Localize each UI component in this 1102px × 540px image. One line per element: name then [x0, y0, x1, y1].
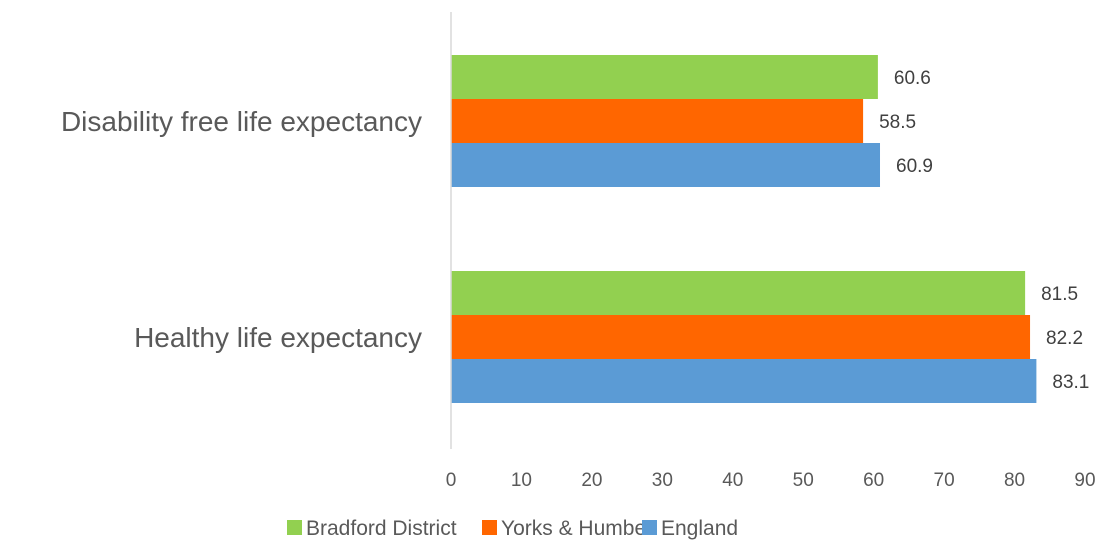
legend-swatch-england [642, 520, 657, 535]
bar-healthy-life-expectancy-bradford-district [451, 271, 1026, 315]
data-label-disability-free-life-expectancy-yorks-humber: 58.5 [879, 112, 916, 133]
x-tick-label-70: 70 [934, 470, 955, 491]
data-label-healthy-life-expectancy-england: 83.1 [1052, 372, 1089, 393]
category-label-healthy-life-expectancy: Healthy life expectancy [134, 322, 422, 353]
x-tick-label-60: 60 [863, 470, 884, 491]
legend-label-yorks-humber: Yorks & Humber [501, 517, 653, 540]
data-label-disability-free-life-expectancy-england: 60.9 [896, 156, 933, 177]
bar-disability-free-life-expectancy-yorks-humber [451, 99, 864, 143]
data-labels: 60.6 58.5 60.9 81.5 82.2 83.1 [879, 68, 1089, 393]
x-tick-label-50: 50 [793, 470, 814, 491]
x-tick-labels: 0 10 20 30 40 50 60 70 80 90 [446, 470, 1096, 491]
bars-group [451, 55, 1037, 403]
bar-healthy-life-expectancy-yorks-humber [451, 315, 1031, 359]
category-label-disability-free-life-expectancy: Disability free life expectancy [61, 106, 422, 137]
legend-label-bradford-district: Bradford District [306, 517, 457, 540]
legend-swatch-yorks-humber [482, 520, 497, 535]
x-tick-label-10: 10 [511, 470, 532, 491]
data-label-disability-free-life-expectancy-bradford-district: 60.6 [894, 68, 931, 89]
data-label-healthy-life-expectancy-bradford-district: 81.5 [1041, 284, 1078, 305]
bar-healthy-life-expectancy-england [451, 359, 1037, 403]
bar-disability-free-life-expectancy-bradford-district [451, 55, 878, 99]
bar-disability-free-life-expectancy-england [451, 143, 881, 187]
legend: Bradford District Yorks & Humber England [287, 517, 738, 540]
legend-label-england: England [661, 517, 738, 540]
category-labels: Disability free life expectancy Healthy l… [61, 106, 422, 353]
data-label-healthy-life-expectancy-yorks-humber: 82.2 [1046, 328, 1083, 349]
x-tick-label-20: 20 [581, 470, 602, 491]
legend-swatch-bradford-district [287, 520, 302, 535]
x-tick-label-90: 90 [1074, 470, 1095, 491]
x-tick-label-0: 0 [446, 470, 457, 491]
x-tick-label-40: 40 [722, 470, 743, 491]
x-tick-label-80: 80 [1004, 470, 1025, 491]
x-tick-label-30: 30 [652, 470, 673, 491]
